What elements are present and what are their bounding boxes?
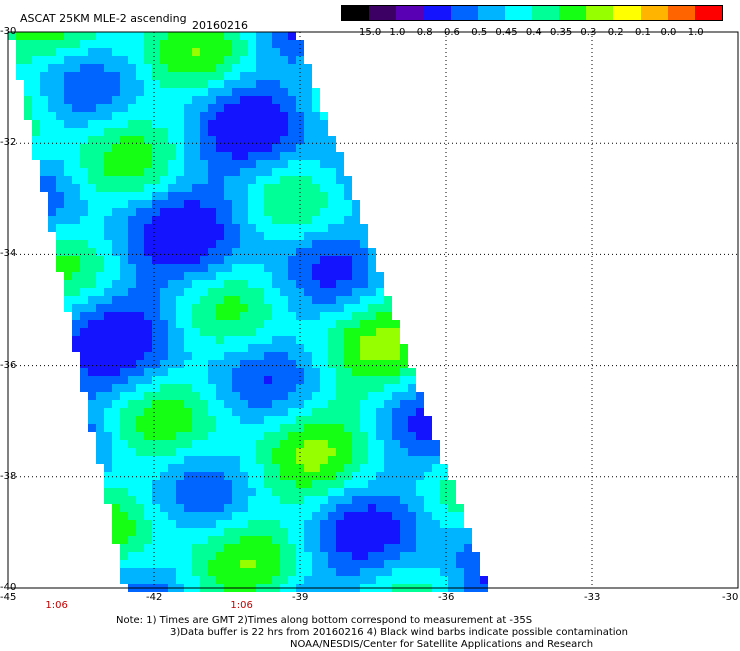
x-axis-label: -33 <box>584 592 601 603</box>
colorbar-tick-label: -0.1 <box>631 27 651 38</box>
colorbar-tick-label: -0.35 <box>546 27 573 38</box>
x-axis-label: -30 <box>722 592 739 603</box>
colorbar-tick-label: -0.45 <box>491 27 518 38</box>
colorbar-tick-label: -0.2 <box>604 27 624 38</box>
colorbar-swatch <box>667 6 695 20</box>
x-axis-label: -36 <box>438 592 455 603</box>
colorbar-tick-label: -0.5 <box>467 27 488 38</box>
note-line-3: NOAA/NESDIS/Center for Satellite Applica… <box>290 639 594 650</box>
colorbar-swatch <box>531 6 560 20</box>
colorbar-tick-label: -1.0 <box>385 27 406 38</box>
x-axis-label: -39 <box>292 592 309 603</box>
colorbar-tick-label: 1.0 <box>687 27 704 38</box>
note-line-1: Note: 1) Times are GMT 2)Times along bot… <box>116 615 533 626</box>
colorbar-swatch <box>586 6 614 20</box>
time-label: 1:06 <box>45 600 68 611</box>
colorbar-swatch <box>694 6 722 20</box>
y-axis-label: -38 <box>0 470 17 482</box>
colorbar <box>341 5 723 21</box>
colorbar-swatch <box>613 6 641 20</box>
colorbar-swatch <box>559 6 587 20</box>
y-axis-label: -36 <box>0 359 17 371</box>
colorbar-tick-label: 0.0 <box>660 27 677 38</box>
x-axis-label: -42 <box>146 592 163 603</box>
colorbar-swatch <box>423 6 451 20</box>
y-axis-label: -40 <box>0 582 17 593</box>
colorbar-tick-label: -0.3 <box>576 27 597 38</box>
colorbar-swatch <box>396 6 424 20</box>
colorbar-swatch <box>504 6 532 20</box>
y-axis-label: -30 <box>0 26 17 37</box>
colorbar-tick-label: -15.0 <box>355 27 382 38</box>
colorbar-swatch <box>477 6 505 20</box>
y-axis-label: -34 <box>0 248 17 260</box>
plot-frame <box>7 31 739 589</box>
colorbar-swatch <box>342 6 370 20</box>
colorbar-swatch <box>450 6 478 20</box>
mle-swath-data <box>8 32 488 592</box>
map-title: ASCAT 25KM MLE-2 ascending <box>20 12 187 25</box>
note-line-2: 3)Data buffer is 22 hrs from 20160216 4)… <box>170 627 628 638</box>
colorbar-swatch <box>640 6 668 20</box>
x-axis-label: -45 <box>0 592 17 603</box>
colorbar-tick-label: -0.4 <box>522 27 542 38</box>
colorbar-tick-label: -0.8 <box>413 27 433 38</box>
time-label: 1:06 <box>230 600 253 611</box>
colorbar-swatch <box>369 6 397 20</box>
map-date: 20160216 <box>192 19 248 32</box>
colorbar-tick-label: -0.6 <box>440 27 460 38</box>
y-axis-label: -32 <box>0 137 17 149</box>
